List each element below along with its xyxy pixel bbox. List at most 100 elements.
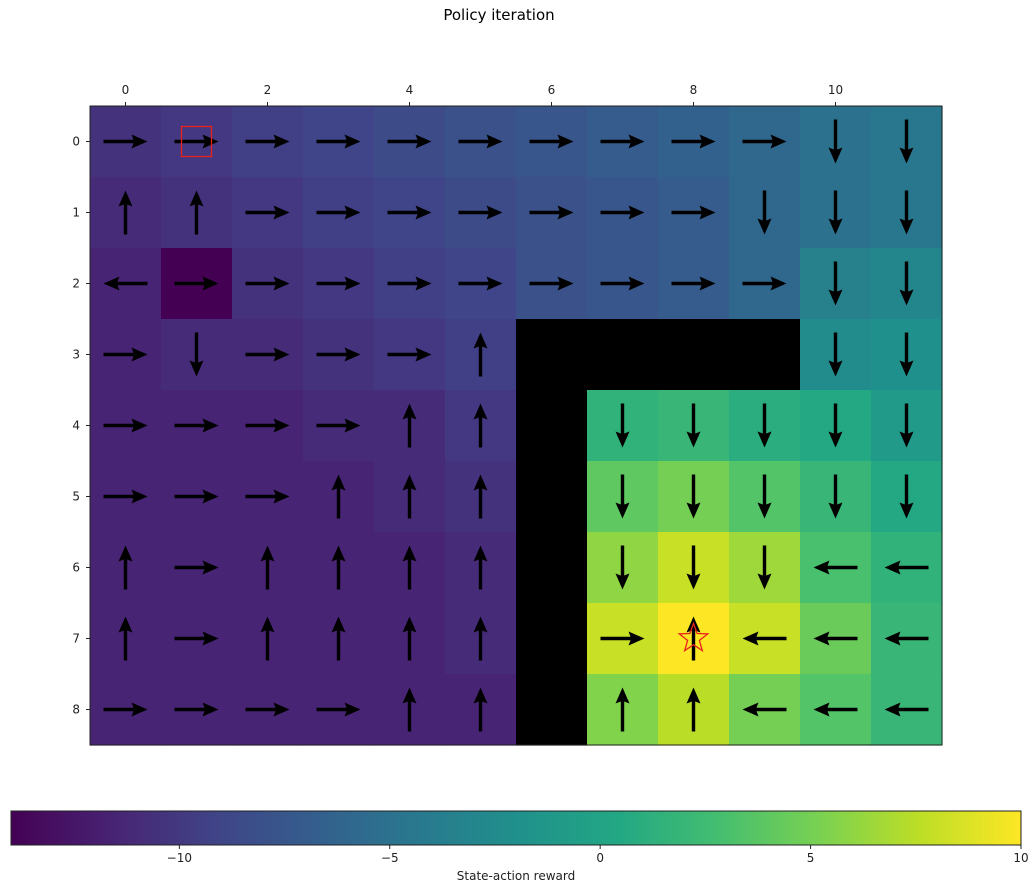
policy-arrow-down — [615, 474, 630, 519]
wall-cell — [516, 603, 588, 675]
policy-arrow-right — [387, 134, 432, 149]
policy-arrow-up — [615, 687, 630, 732]
policy-arrow-right — [174, 489, 219, 504]
policy-arrow-down — [828, 474, 843, 519]
y-tick-label: 1 — [72, 206, 80, 220]
x-tick-label: 0 — [122, 83, 130, 97]
policy-arrow-left — [813, 702, 858, 717]
policy-arrow-left — [742, 631, 787, 646]
policy-arrow-right — [316, 134, 361, 149]
policy-arrow-right — [458, 134, 503, 149]
colorbar-tick-label: −10 — [167, 851, 192, 865]
policy-arrow-right — [174, 134, 219, 149]
policy-arrow-right — [245, 276, 290, 291]
policy-arrow-up — [686, 616, 701, 661]
policy-arrow-right — [458, 205, 503, 220]
policy-arrow-down — [828, 403, 843, 448]
wall-cell — [516, 532, 588, 604]
policy-arrow-right — [103, 489, 148, 504]
y-tick-label: 4 — [72, 419, 80, 433]
policy-arrow-right — [316, 418, 361, 433]
policy-arrow-down — [189, 332, 204, 377]
policy-arrow-up — [260, 545, 275, 590]
policy-arrow-right — [529, 134, 574, 149]
colorbar-ticks: −10 −5 0 5 10 — [167, 845, 1029, 865]
policy-arrow-left — [884, 702, 929, 717]
colorbar-label: State-action reward — [457, 869, 575, 883]
wall-cell — [516, 461, 588, 533]
markers — [180, 125, 710, 653]
policy-arrow-right — [600, 276, 645, 291]
policy-arrow-down — [757, 545, 772, 590]
policy-arrow-down — [828, 261, 843, 306]
policy-arrow-down — [615, 545, 630, 590]
y-tick-label: 3 — [72, 348, 80, 362]
policy-arrow-right — [671, 134, 716, 149]
heatmap-grid — [90, 106, 943, 746]
policy-arrow-right — [245, 418, 290, 433]
policy-arrow-right — [316, 347, 361, 362]
policy-arrow-down — [757, 190, 772, 235]
policy-arrow-right — [316, 702, 361, 717]
policy-arrow-down — [757, 403, 772, 448]
policy-arrow-up — [402, 616, 417, 661]
policy-arrow-up — [473, 332, 488, 377]
wall-cell — [587, 319, 659, 391]
wall-cell — [516, 674, 588, 746]
policy-arrow-right — [245, 347, 290, 362]
y-tick-label: 7 — [72, 632, 80, 646]
y-axis-ticks: 0 1 2 3 4 5 6 7 8 — [72, 135, 90, 717]
policy-arrow-right — [245, 702, 290, 717]
policy-arrow-right — [174, 276, 219, 291]
policy-arrow-up — [331, 616, 346, 661]
y-tick-label: 8 — [72, 703, 80, 717]
y-tick-label: 5 — [72, 490, 80, 504]
colorbar: −10 −5 0 5 10 State-action reward — [10, 810, 1029, 883]
x-tick-label: 8 — [690, 83, 698, 97]
policy-arrow-down — [686, 545, 701, 590]
policy-arrow-down — [899, 261, 914, 306]
policy-arrow-up — [331, 474, 346, 519]
policy-arrow-right — [742, 134, 787, 149]
policy-arrow-left — [813, 560, 858, 575]
policy-arrow-right — [103, 347, 148, 362]
policy-arrow-up — [118, 545, 133, 590]
policy-arrow-down — [899, 474, 914, 519]
policy-arrow-right — [600, 205, 645, 220]
policy-arrow-up — [473, 616, 488, 661]
policy-arrow-right — [529, 276, 574, 291]
start-marker — [180, 125, 213, 158]
policy-arrow-right — [103, 702, 148, 717]
policy-arrow-right — [103, 418, 148, 433]
policy-arrow-up — [331, 545, 346, 590]
policy-arrow-up — [402, 474, 417, 519]
policy-arrow-right — [600, 631, 645, 646]
policy-arrow-right — [458, 276, 503, 291]
colorbar-tick-label: 5 — [807, 851, 815, 865]
y-tick-label: 6 — [72, 561, 80, 575]
policy-arrow-right — [174, 631, 219, 646]
y-tick-label: 2 — [72, 277, 80, 291]
policy-arrow-right — [742, 276, 787, 291]
wall-cell — [516, 390, 588, 462]
policy-arrow-down — [899, 190, 914, 235]
policy-arrow-up — [118, 190, 133, 235]
policy-arrow-right — [600, 134, 645, 149]
policy-arrow-up — [473, 545, 488, 590]
x-axis-ticks: 0 2 4 6 8 10 — [122, 83, 843, 106]
policy-arrow-up — [260, 616, 275, 661]
x-tick-label: 2 — [264, 83, 272, 97]
policy-arrow-right — [387, 205, 432, 220]
policy-arrow-left — [813, 631, 858, 646]
x-tick-label: 6 — [548, 83, 556, 97]
policy-arrow-right — [387, 276, 432, 291]
policy-arrow-up — [118, 616, 133, 661]
x-tick-label: 10 — [828, 83, 843, 97]
policy-arrow-left — [742, 702, 787, 717]
policy-arrow-up — [473, 687, 488, 732]
policy-arrow-down — [899, 332, 914, 377]
policy-arrow-up — [686, 687, 701, 732]
policy-arrow-left — [884, 560, 929, 575]
wall-cell — [516, 319, 588, 391]
